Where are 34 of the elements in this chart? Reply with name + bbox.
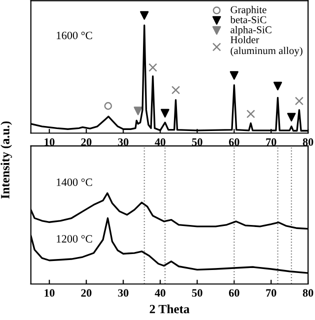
- x-tick-label: 70: [266, 289, 276, 297]
- x-tick-label: 50: [192, 289, 202, 297]
- point: [104, 102, 112, 110]
- point: [171, 86, 180, 94]
- point: [140, 11, 149, 20]
- annotation: 1600 °C: [56, 32, 92, 40]
- annotation: 1200 °C: [56, 235, 92, 243]
- point: [134, 106, 142, 116]
- x-tick-label: 30: [118, 289, 128, 297]
- x-tick-label: 60: [228, 289, 240, 297]
- x-tick-label: 80: [302, 289, 314, 297]
- legend-label: Holder (aluminum alloy): [230, 36, 302, 56]
- point: [294, 96, 304, 106]
- x-tick-label: 50: [192, 138, 202, 146]
- x-tick-label: 10: [44, 289, 54, 297]
- x-tick-label: 40: [154, 138, 166, 146]
- point: [230, 71, 238, 80]
- x-tick-label: 60: [228, 138, 240, 146]
- legend-label: alpha-SiC: [230, 26, 272, 36]
- point: [160, 108, 170, 118]
- y-axis-title: Intensity (a.u.): [0, 121, 12, 199]
- x-tick-label: 20: [81, 289, 92, 297]
- text: 1400 °C: [56, 178, 92, 186]
- point: [148, 63, 158, 72]
- legend-label: beta-SiC: [230, 16, 266, 24]
- point: [246, 110, 256, 118]
- legend-label: Graphite: [230, 6, 266, 16]
- x-tick-label: 30: [118, 138, 128, 146]
- point: [287, 112, 296, 122]
- x-tick-label: 70: [266, 138, 276, 146]
- x-axis-title: 2 Theta: [150, 304, 190, 314]
- x-tick-label: 80: [302, 138, 314, 146]
- point: [273, 82, 282, 90]
- x-tick-label: 40: [154, 289, 166, 297]
